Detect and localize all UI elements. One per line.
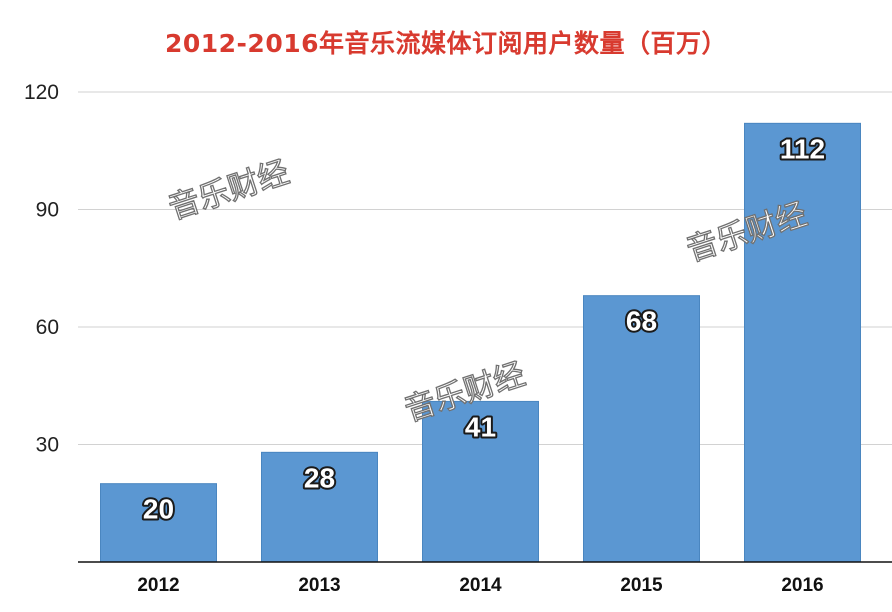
x-axis-ticks: 2012 2013 2014 2015 2016 (137, 575, 823, 596)
y-tick-label: 60 (36, 316, 59, 339)
data-label-2015: 68 (626, 306, 657, 337)
bar-2013 (261, 451, 378, 563)
data-label-2013: 28 (304, 462, 335, 493)
y-tick-label: 30 (36, 434, 59, 457)
bar-2014 (422, 400, 539, 563)
y-tick-label: 120 (24, 81, 59, 104)
x-tick-label-2016: 2016 (781, 575, 823, 596)
chart-title: 2012-2016年音乐流媒体订阅用户数量（百万） (164, 29, 728, 58)
watermark-logo: 音乐财经 (164, 154, 293, 227)
bar-2016 (744, 122, 861, 563)
data-label-2016: 112 (780, 133, 825, 164)
x-tick-label-2015: 2015 (620, 575, 663, 596)
data-labels: 20 28 41 68 112 (141, 131, 827, 526)
x-tick-label-2014: 2014 (459, 575, 502, 596)
data-label-2014: 41 (465, 411, 496, 442)
y-axis-ticks: 30 60 90 120 (24, 81, 59, 457)
x-tick-label-2013: 2013 (298, 575, 340, 596)
bar-2015 (583, 295, 700, 563)
bars (100, 122, 861, 563)
y-tick-label: 90 (36, 199, 59, 222)
x-tick-label-2012: 2012 (137, 575, 179, 596)
data-label-2012: 20 (143, 494, 174, 525)
